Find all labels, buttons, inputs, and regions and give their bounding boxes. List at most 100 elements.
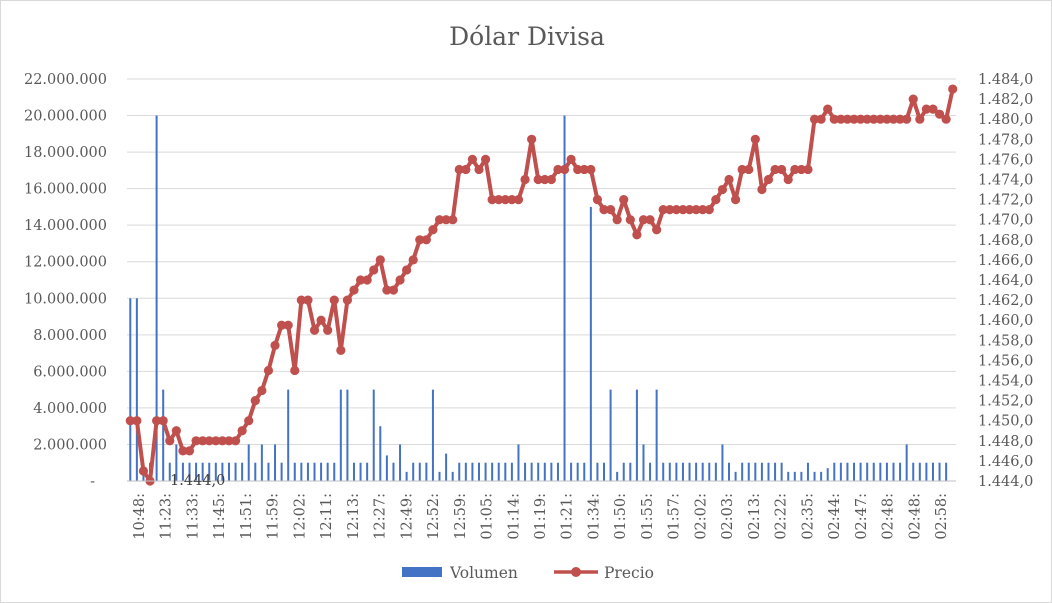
point-precio bbox=[921, 104, 931, 114]
bar-volumen bbox=[333, 462, 336, 481]
point-precio bbox=[605, 205, 616, 215]
point-precio bbox=[349, 285, 359, 295]
bar-volumen bbox=[241, 462, 244, 481]
point-precio bbox=[698, 205, 708, 215]
point-precio bbox=[323, 325, 333, 335]
bar-volumen bbox=[313, 462, 316, 481]
bar-volumen bbox=[254, 462, 257, 481]
point-precio bbox=[777, 164, 787, 175]
bar-volumen bbox=[589, 206, 592, 481]
point-precio bbox=[408, 255, 418, 265]
left-tick-label: 22.000.000 bbox=[24, 72, 107, 88]
left-tick-label: - bbox=[90, 474, 95, 490]
bar-volumen bbox=[681, 462, 684, 481]
x-tick-label: 10:48: bbox=[132, 493, 148, 540]
bar-volumen bbox=[767, 462, 770, 481]
point-precio bbox=[217, 436, 228, 446]
bar-volumen bbox=[701, 462, 704, 481]
bar-volumen bbox=[201, 462, 204, 481]
left-tick-label: 4.000.000 bbox=[33, 401, 107, 417]
bar-volumen bbox=[491, 462, 494, 481]
point-precio bbox=[237, 426, 247, 436]
point-precio bbox=[566, 154, 576, 164]
point-precio bbox=[263, 365, 274, 376]
point-precio bbox=[888, 114, 899, 124]
point-precio bbox=[849, 114, 859, 124]
point-precio bbox=[855, 114, 866, 124]
point-precio bbox=[342, 295, 353, 305]
x-tick-label: 11:45: bbox=[212, 493, 228, 540]
point-precio bbox=[553, 164, 563, 175]
bar-volumen bbox=[537, 462, 540, 481]
point-precio bbox=[803, 164, 813, 175]
right-tick-label: 1.482,0 bbox=[978, 92, 1033, 108]
left-tick-label: 14.000.000 bbox=[24, 218, 107, 234]
point-precio bbox=[513, 195, 524, 205]
point-precio bbox=[796, 164, 806, 175]
price-line bbox=[125, 84, 958, 486]
point-precio bbox=[948, 84, 958, 94]
bar-volumen bbox=[418, 462, 421, 481]
bar-volumen bbox=[208, 462, 211, 481]
point-precio bbox=[875, 114, 885, 124]
point-precio bbox=[204, 436, 214, 446]
point-precio bbox=[138, 466, 149, 476]
point-precio bbox=[362, 275, 372, 285]
point-precio bbox=[487, 195, 497, 205]
point-precio bbox=[750, 134, 760, 144]
point-precio bbox=[211, 436, 221, 446]
point-precio bbox=[836, 114, 846, 124]
point-precio bbox=[599, 205, 609, 215]
point-precio bbox=[500, 195, 510, 205]
right-tick-label: 1.472,0 bbox=[978, 193, 1033, 209]
bar-volumen bbox=[287, 389, 290, 481]
bar-volumen bbox=[510, 462, 513, 481]
point-precio bbox=[520, 174, 530, 185]
point-precio bbox=[882, 114, 892, 124]
x-tick-label: 01:57: bbox=[667, 493, 683, 540]
point-precio bbox=[862, 114, 872, 124]
point-precio bbox=[783, 174, 793, 185]
bar-volumen bbox=[912, 462, 915, 481]
x-tick-label: 12:11: bbox=[319, 493, 335, 540]
bar-volumen bbox=[214, 462, 217, 481]
bar-volumen bbox=[885, 462, 888, 481]
right-tick-label: 1.458,0 bbox=[978, 333, 1033, 349]
left-tick-label: 16.000.000 bbox=[24, 182, 107, 198]
bar-volumen bbox=[300, 462, 303, 481]
bar-volumen bbox=[168, 462, 171, 481]
point-precio bbox=[329, 295, 339, 305]
right-tick-label: 1.454,0 bbox=[978, 374, 1033, 390]
bar-volumen bbox=[760, 462, 763, 481]
bar-volumen bbox=[609, 389, 612, 481]
bar-volumen bbox=[780, 462, 783, 481]
left-tick-label: 6.000.000 bbox=[33, 364, 107, 380]
point-precio bbox=[454, 164, 464, 175]
bar-volumen bbox=[649, 462, 652, 481]
point-precio bbox=[533, 174, 543, 185]
right-tick-label: 1.448,0 bbox=[978, 434, 1033, 450]
point-precio bbox=[691, 205, 701, 215]
point-precio bbox=[382, 285, 392, 295]
point-precio bbox=[336, 345, 346, 355]
bar-volumen bbox=[405, 471, 408, 481]
data-labels: 1.444,0 bbox=[170, 473, 225, 489]
point-precio bbox=[184, 446, 195, 456]
point-precio bbox=[678, 205, 688, 215]
bar-volumen bbox=[543, 462, 546, 481]
bar-volumen bbox=[938, 462, 941, 481]
x-tick-label: 12:02: bbox=[292, 493, 308, 540]
point-precio bbox=[316, 315, 326, 325]
point-precio bbox=[277, 320, 287, 330]
point-precio bbox=[895, 114, 905, 124]
bar-volumen bbox=[366, 462, 369, 481]
point-precio bbox=[737, 164, 747, 175]
bar-volumen bbox=[675, 462, 678, 481]
point-precio bbox=[395, 275, 405, 285]
bar-volumen bbox=[635, 389, 638, 481]
bar-volumen bbox=[274, 444, 277, 481]
point-precio bbox=[546, 174, 556, 185]
x-tick-label: 02:22: bbox=[774, 493, 790, 540]
x-tick-label: 01:50: bbox=[613, 493, 629, 540]
